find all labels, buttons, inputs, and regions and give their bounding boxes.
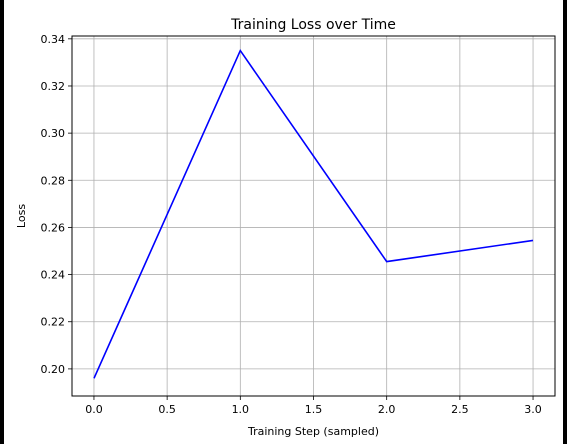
y-tick-label: 0.22 (41, 316, 66, 329)
y-tick-label: 0.28 (41, 174, 66, 187)
x-tick-label: 1.5 (305, 403, 323, 416)
y-tick-label: 0.30 (41, 127, 66, 140)
series-line (93, 48, 534, 379)
x-tick-label: 0.0 (85, 403, 103, 416)
series-lines (93, 48, 534, 379)
left-edge-bar (0, 0, 4, 444)
ticks: 0.0 0.5 1.0 1.5 2.0 2.5 3.0 0.20 0.22 0.24 0.26 0.2… (41, 33, 542, 416)
y-tick-label: 0.32 (41, 80, 66, 93)
y-tick-label: 0.20 (41, 363, 66, 376)
x-tick-label: 2.0 (378, 403, 396, 416)
y-tick-label: 0.26 (41, 221, 66, 234)
y-axis-label: Loss (15, 204, 28, 228)
y-tick-label: 0.24 (41, 269, 66, 282)
x-tick-label: 0.5 (158, 403, 176, 416)
right-edge-bar (563, 0, 567, 444)
x-tick-label: 3.0 (524, 403, 542, 416)
grid (72, 36, 555, 396)
x-tick-label: 1.0 (232, 403, 250, 416)
x-axis-label: Training Step (sampled) (247, 425, 379, 438)
x-tick-label: 2.5 (451, 403, 469, 416)
chart-title: Training Loss over Time (230, 17, 396, 33)
y-tick-label: 0.34 (41, 33, 66, 46)
